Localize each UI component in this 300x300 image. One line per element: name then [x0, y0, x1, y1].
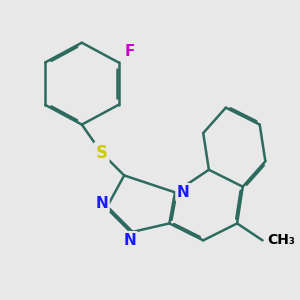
- Text: N: N: [95, 196, 108, 211]
- Text: F: F: [124, 44, 135, 59]
- Text: N: N: [124, 233, 136, 248]
- Text: N: N: [177, 185, 190, 200]
- Text: S: S: [96, 144, 108, 162]
- Text: CH₃: CH₃: [267, 233, 295, 247]
